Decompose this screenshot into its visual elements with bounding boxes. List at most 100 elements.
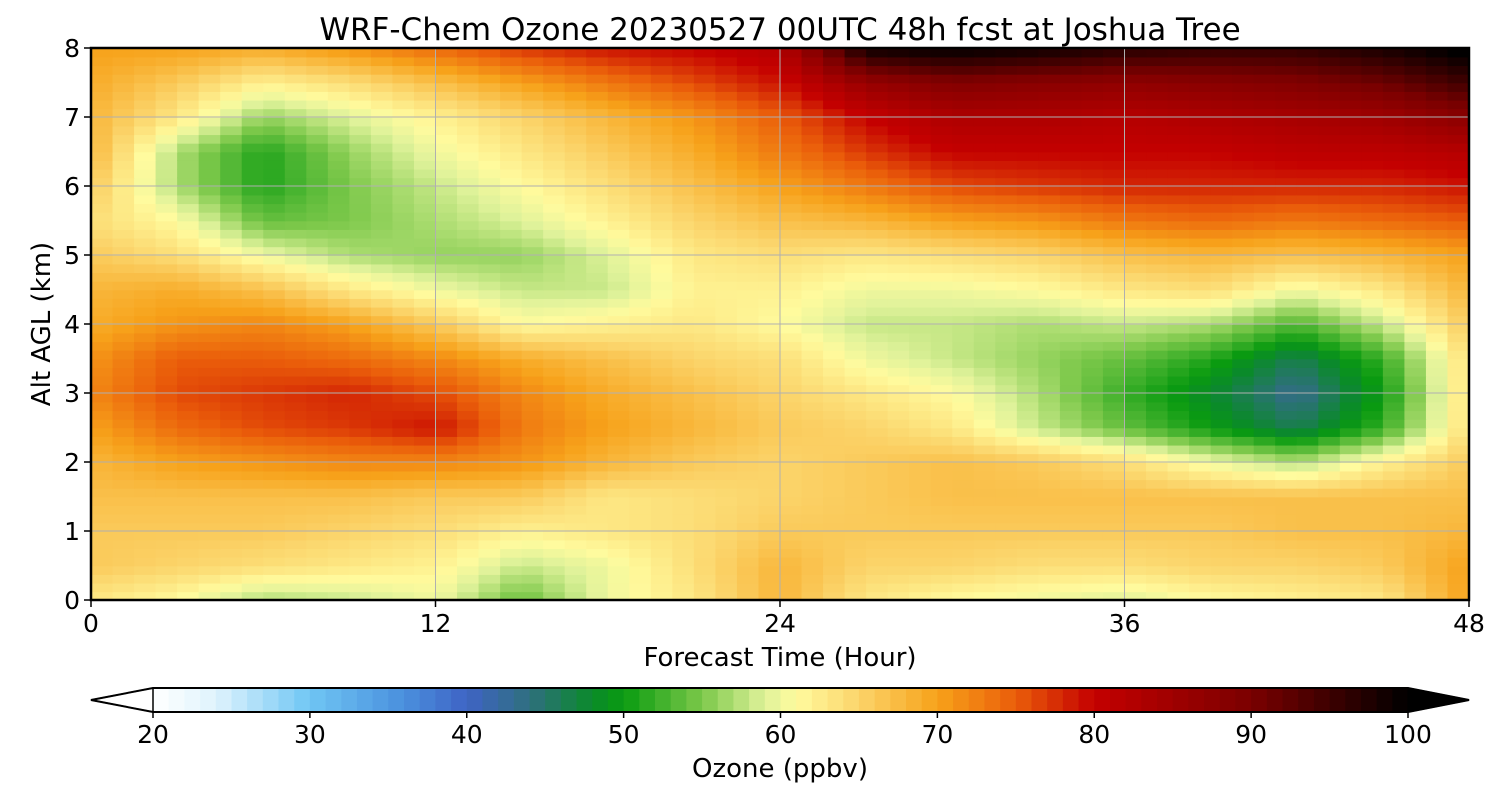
heatmap-cell	[736, 108, 760, 118]
heatmap-cell	[1296, 393, 1320, 403]
heatmap-cell	[930, 341, 954, 351]
heatmap-cell	[736, 289, 760, 299]
heatmap-cell	[607, 203, 631, 213]
heatmap-cell	[349, 134, 372, 144]
heatmap-cell	[1447, 539, 1469, 550]
heatmap-cell	[780, 487, 803, 498]
heatmap-cell	[370, 289, 394, 299]
heatmap-cell	[521, 341, 544, 351]
heatmap-cell	[413, 125, 437, 136]
heatmap-cell	[715, 272, 738, 282]
heatmap-cell	[1296, 160, 1320, 170]
heatmap-cell	[1081, 151, 1104, 161]
heatmap-cell	[327, 393, 351, 403]
heatmap-cell	[586, 401, 609, 412]
heatmap-cell	[392, 531, 415, 541]
heatmap-cell	[586, 358, 609, 368]
heatmap-cell	[1210, 436, 1233, 446]
heatmap-cell	[220, 108, 243, 118]
heatmap-cell	[629, 479, 652, 489]
heatmap-cell	[112, 453, 135, 463]
heatmap-cell	[973, 298, 997, 308]
heatmap-cell	[823, 272, 846, 282]
heatmap-cell	[952, 168, 975, 179]
heatmap-cell	[1189, 73, 1212, 84]
heatmap-cell	[1275, 470, 1298, 481]
heatmap-cell	[672, 332, 695, 343]
heatmap-cell	[801, 410, 824, 420]
heatmap-cell	[263, 487, 286, 498]
heatmap-cell	[995, 556, 1018, 567]
heatmap-cell	[780, 531, 803, 541]
heatmap-cell	[435, 289, 458, 299]
heatmap-cell	[1124, 56, 1147, 67]
heatmap-cell	[629, 513, 652, 524]
heatmap-cell	[995, 220, 1018, 230]
heatmap-cell	[155, 591, 178, 600]
heatmap-cell	[435, 48, 458, 58]
heatmap-cell	[413, 436, 437, 446]
heatmap-cell	[1189, 487, 1212, 498]
heatmap-cell	[1102, 56, 1126, 67]
heatmap-cell	[952, 237, 975, 248]
heatmap-cell	[241, 255, 265, 265]
heatmap-cell	[973, 263, 997, 274]
heatmap-cell	[1425, 229, 1449, 239]
heatmap-cell	[758, 496, 781, 506]
heatmap-cell	[306, 134, 329, 144]
heatmap-cell	[1059, 142, 1083, 153]
heatmap-cell	[1038, 496, 1061, 506]
heatmap-cell	[1296, 315, 1320, 325]
heatmap-cell	[736, 263, 760, 274]
heatmap-cell	[134, 531, 157, 541]
heatmap-cell	[973, 117, 997, 127]
heatmap-cell	[1253, 436, 1277, 446]
heatmap-cell	[1189, 177, 1212, 187]
heatmap-cell	[1102, 186, 1126, 196]
heatmap-cell	[220, 556, 243, 567]
heatmap-cell	[91, 280, 114, 291]
heatmap-cell	[736, 237, 760, 248]
heatmap-cell	[1146, 367, 1169, 377]
heatmap-cell	[1189, 229, 1212, 239]
heatmap-cell	[1361, 99, 1384, 110]
heatmap-cell	[736, 505, 760, 515]
heatmap-cell	[780, 324, 803, 334]
heatmap-cell	[155, 462, 178, 472]
heatmap-cell	[1296, 341, 1320, 351]
heatmap-cell	[1038, 505, 1061, 515]
heatmap-cell	[866, 160, 889, 170]
heatmap-cell	[801, 229, 824, 239]
heatmap-cell	[392, 496, 415, 506]
heatmap-cell	[1189, 134, 1212, 144]
heatmap-cell	[1404, 565, 1427, 575]
heatmap-cell	[392, 151, 415, 161]
heatmap-cell	[1038, 444, 1061, 455]
heatmap-cell	[629, 548, 652, 558]
heatmap-cell	[607, 117, 631, 127]
heatmap-cell	[392, 367, 415, 377]
heatmap-cell	[263, 556, 286, 567]
colorbar-tick-label: 50	[608, 720, 640, 749]
heatmap-cell	[887, 505, 910, 515]
heatmap-cell	[650, 73, 674, 84]
heatmap-cell	[1146, 263, 1169, 274]
heatmap-cell	[478, 125, 501, 136]
heatmap-cell	[177, 479, 200, 489]
heatmap-cell	[1059, 125, 1083, 136]
heatmap-cell	[155, 246, 178, 256]
heatmap-cell	[866, 349, 889, 360]
heatmap-cell	[155, 487, 178, 498]
heatmap-cell	[1038, 479, 1061, 489]
heatmap-cell	[909, 73, 932, 84]
heatmap-cell	[1038, 418, 1061, 429]
heatmap-cell	[973, 582, 997, 593]
heatmap-cell	[823, 367, 846, 377]
heatmap-cell	[284, 384, 308, 394]
heatmap-cell	[112, 263, 135, 274]
heatmap-cell	[650, 125, 674, 136]
heatmap-cell	[349, 237, 372, 248]
x-tick-label: 12	[420, 609, 452, 638]
heatmap-cell	[155, 280, 178, 291]
heatmap-cell	[823, 393, 846, 403]
